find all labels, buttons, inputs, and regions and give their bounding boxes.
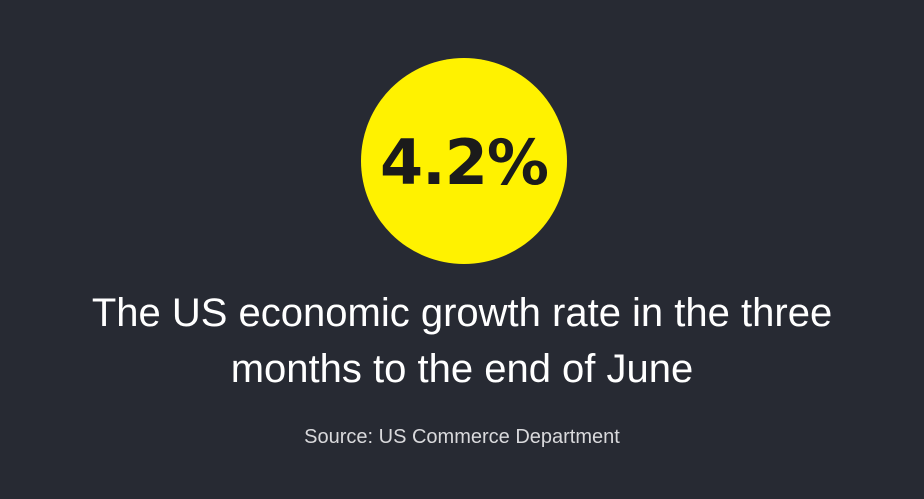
headline-line-2: months to the end of June [230,347,694,391]
headline-line-1: The US economic growth rate in the three [91,291,833,335]
stat-value: 4.2% [380,126,549,199]
stat-circle: 4.2% [361,58,567,264]
source-caption: Source: US Commerce Department [304,426,620,448]
headline: The US economic growth rate in the three… [40,285,884,397]
